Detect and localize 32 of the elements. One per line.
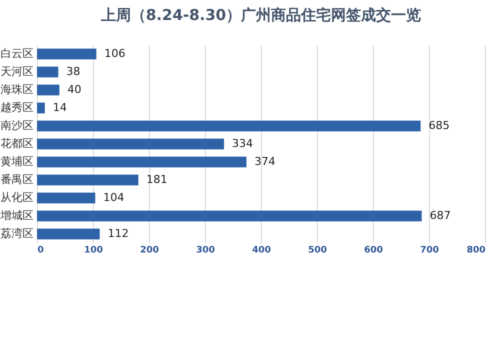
x-tick-label: 700 bbox=[420, 246, 439, 256]
x-tick-label: 0 bbox=[38, 246, 44, 256]
y-tick-label: 海珠区 bbox=[0, 83, 34, 96]
x-tick-label: 300 bbox=[196, 246, 215, 256]
y-tick-label: 黄埔区 bbox=[0, 155, 34, 168]
y-tick-label: 荔湾区 bbox=[0, 227, 34, 240]
data-label: 181 bbox=[146, 173, 168, 186]
data-label: 106 bbox=[104, 47, 126, 60]
x-tick-label: 600 bbox=[364, 246, 383, 256]
y-tick-label: 越秀区 bbox=[0, 101, 34, 114]
x-tick-label: 500 bbox=[308, 246, 327, 256]
data-label: 112 bbox=[108, 227, 129, 240]
y-tick-label: 白云区 bbox=[0, 47, 34, 60]
x-tick-label: 400 bbox=[252, 246, 271, 256]
data-label: 687 bbox=[430, 209, 451, 222]
x-tick-label: 100 bbox=[84, 246, 103, 256]
data-label: 685 bbox=[428, 119, 450, 132]
x-tick-label: 800 bbox=[466, 246, 486, 256]
y-tick-label: 番禺区 bbox=[0, 173, 34, 186]
y-tick-label: 增城区 bbox=[0, 209, 34, 222]
chart-title: 上周（8.24-8.30）广州商品住宅网签成交一览 bbox=[100, 6, 422, 24]
x-tick-label: 200 bbox=[140, 246, 159, 256]
y-tick-label: 花都区 bbox=[0, 137, 34, 150]
data-label: 374 bbox=[254, 155, 276, 168]
data-label: 38 bbox=[66, 65, 80, 78]
y-tick-label: 从化区 bbox=[0, 191, 34, 204]
data-label: 334 bbox=[232, 137, 254, 150]
data-label: 104 bbox=[103, 191, 124, 204]
data-label: 40 bbox=[67, 83, 82, 96]
y-tick-label: 南沙区 bbox=[0, 119, 34, 132]
y-tick-label: 天河区 bbox=[0, 65, 34, 78]
data-label: 14 bbox=[52, 101, 67, 114]
